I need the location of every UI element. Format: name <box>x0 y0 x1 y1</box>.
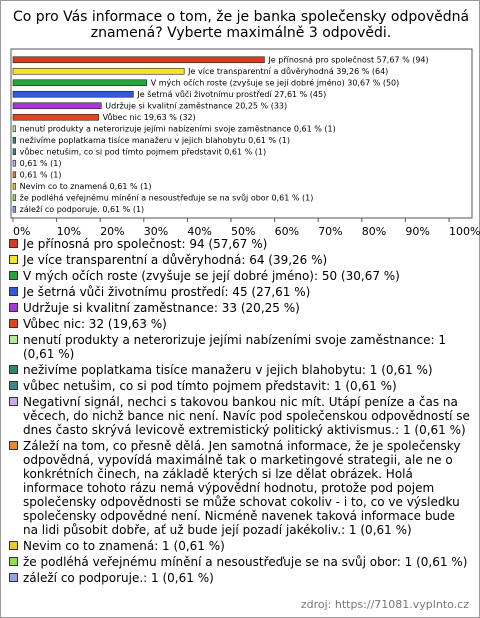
legend-item: záleží co podporuje.: 1 (0,61 %) <box>9 571 471 585</box>
legend-swatch <box>9 303 18 312</box>
legend-item: Udržuje si kvalitní zaměstnance: 33 (20,… <box>9 301 471 315</box>
legend-swatch <box>9 335 18 344</box>
bar <box>12 90 134 98</box>
legend: Je přínosná pro společnost: 94 (57,67 %)… <box>9 237 471 587</box>
chart: 0% 10% 20% 30% 40% 50% 60% 70% 80% 90% 100% Je přín… <box>10 48 480 235</box>
legend-label: Je více transparentní a důvěryhodná: 64 … <box>23 253 328 267</box>
bar <box>12 67 185 75</box>
legend-item: nenutí produkty a neterorizuje jejími na… <box>9 333 471 361</box>
data-label: vůbec netušim, co si pod tímto pojmem př… <box>20 146 266 156</box>
legend-item: Vůbec nic: 32 (19,63 %) <box>9 317 471 331</box>
x-tick-label: 10% <box>57 225 81 235</box>
legend-label: Nevim co to znamená: 1 (0,61 %) <box>23 539 225 553</box>
legend-swatch <box>9 573 18 582</box>
legend-label: záleží co podporuje.: 1 (0,61 %) <box>23 571 214 585</box>
legend-item: Nevim co to znamená: 1 (0,61 %) <box>9 539 471 553</box>
bar <box>12 148 16 156</box>
legend-item: Je šetrná vůči životnímu prostředí: 45 (… <box>9 285 471 299</box>
data-label: že podléhá veřejnému mínění a nesoustřeď… <box>20 192 314 202</box>
legend-swatch <box>9 441 18 450</box>
legend-item: Je více transparentní a důvěryhodná: 64 … <box>9 253 471 267</box>
data-label: záleží co podporuje. 0,61 % (1) <box>20 205 145 214</box>
bar <box>12 113 99 121</box>
data-label: Je přínosná pro společnost 57,67 % (94) <box>267 54 428 64</box>
data-label: Je více transparentní a důvěryhodná 39,2… <box>187 66 388 76</box>
bar <box>12 194 16 202</box>
bar <box>12 136 16 144</box>
x-tick-label: 0% <box>13 225 30 235</box>
legend-swatch <box>9 255 18 264</box>
legend-item: Záleží na tom, co přesně dělá. Jen samot… <box>9 439 471 537</box>
data-label: Je šetrná vůči životnímu prostředí 27,61… <box>136 89 326 99</box>
x-tick-label: 20% <box>100 225 124 235</box>
legend-swatch <box>9 319 18 328</box>
legend-label: že podléhá veřejnému mínění a nesoustřeď… <box>23 555 468 569</box>
data-label: nenutí produkty a neterorizuje jejími na… <box>20 124 336 133</box>
bar <box>12 102 102 110</box>
legend-label: V mých očích roste (zvyšuje se její dobr… <box>23 269 400 283</box>
legend-swatch <box>9 397 18 406</box>
data-label: Udržuje si kvalitní zaměstnance 20,25 % … <box>105 101 287 110</box>
data-label: V mých očích roste (zvyšuje se její dobr… <box>151 77 400 87</box>
x-tick-label: 60% <box>275 225 299 235</box>
x-tick-label: 50% <box>231 225 255 235</box>
x-tick-label: 90% <box>405 225 429 235</box>
data-label: 0,61 % (1) <box>20 159 62 168</box>
x-tick-label: 40% <box>187 225 211 235</box>
legend-item: vůbec netušim, co si pod tímto pojmem př… <box>9 379 471 393</box>
data-label: neživíme poplatkama tisíce manažeru v je… <box>20 136 290 145</box>
data-label: Vůbec nic 19,63 % (32) <box>103 112 196 122</box>
source: zdroj: https://71081.vyplnto.cz <box>300 598 469 611</box>
x-tick-label: 80% <box>362 225 386 235</box>
legend-item: že podléhá veřejnému mínění a nesoustřeď… <box>9 555 471 569</box>
data-label: Nevim co to znamená 0,61 % (1) <box>20 182 152 191</box>
legend-swatch <box>9 541 18 550</box>
x-tick-label: 70% <box>318 225 342 235</box>
data-label: 0,61 % (1) <box>20 170 62 179</box>
legend-swatch <box>9 287 18 296</box>
legend-label: nenutí produkty a neterorizuje jejími na… <box>23 333 446 361</box>
legend-label: vůbec netušim, co si pod tímto pojmem př… <box>23 379 397 393</box>
chart-title: Co pro Vás informace o tom, že je banka … <box>12 9 470 41</box>
legend-swatch <box>9 239 18 248</box>
legend-item: V mých očích roste (zvyšuje se její dobr… <box>9 269 471 283</box>
legend-label: Udržuje si kvalitní zaměstnance: 33 (20,… <box>23 301 300 315</box>
bar <box>12 205 16 213</box>
bar <box>12 56 265 64</box>
bar <box>12 171 16 179</box>
bar <box>12 159 16 167</box>
x-tick-label: 100% <box>449 225 480 235</box>
legend-item: Negativní signál, nechci s takovou banko… <box>9 395 471 437</box>
legend-swatch <box>9 557 18 566</box>
legend-swatch <box>9 381 18 390</box>
legend-label: neživíme poplatkama tisíce manažeru v je… <box>23 363 433 377</box>
bar <box>12 79 148 87</box>
legend-swatch <box>9 365 18 374</box>
bar <box>12 182 16 190</box>
plot-frame <box>10 48 473 219</box>
legend-label: Negativní signál, nechci s takovou banko… <box>23 395 470 437</box>
legend-swatch <box>9 271 18 280</box>
legend-label: Je přínosná pro společnost: 94 (57,67 %) <box>23 237 268 251</box>
legend-label: Vůbec nic: 32 (19,63 %) <box>23 317 167 331</box>
x-tick-label: 30% <box>144 225 168 235</box>
legend-item: Je přínosná pro společnost: 94 (57,67 %) <box>9 237 471 251</box>
legend-label: Záleží na tom, co přesně dělá. Jen samot… <box>23 439 461 537</box>
bar <box>12 125 16 133</box>
legend-label: Je šetrná vůči životnímu prostředí: 45 (… <box>23 285 311 299</box>
legend-item: neživíme poplatkama tisíce manažeru v je… <box>9 363 471 377</box>
